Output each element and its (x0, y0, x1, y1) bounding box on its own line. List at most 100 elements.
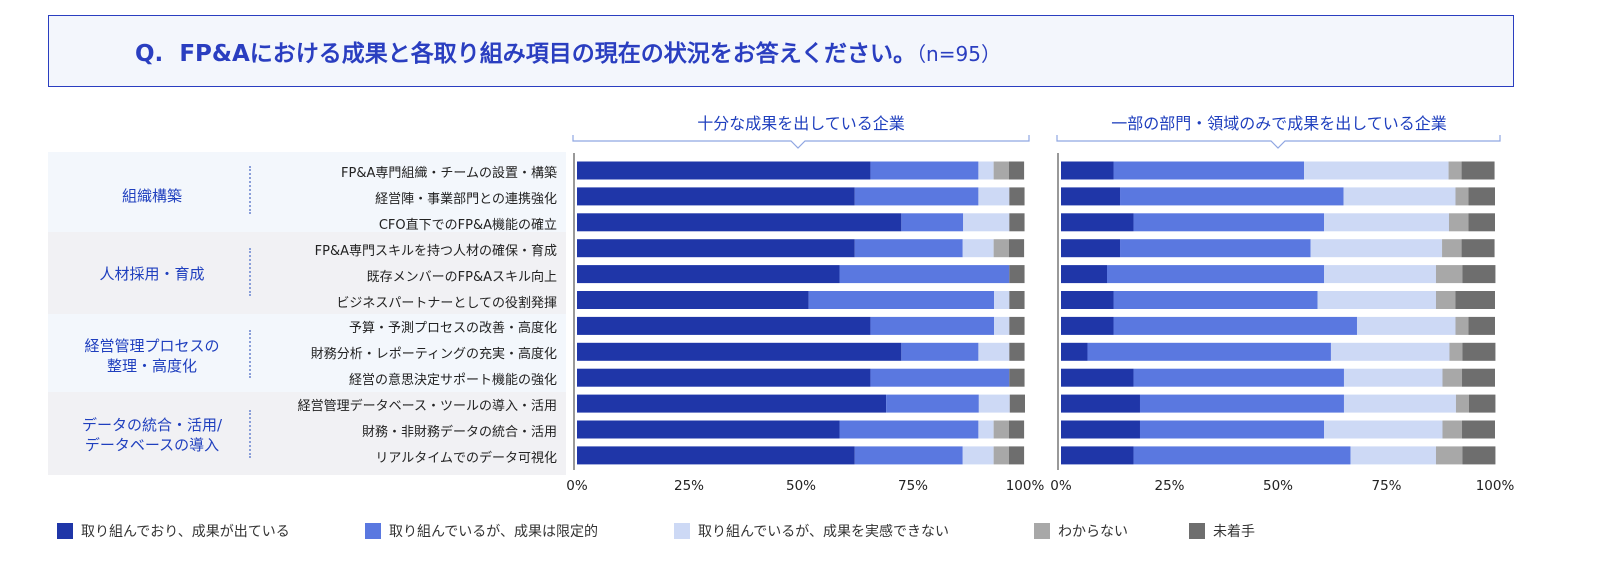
question-box (48, 15, 1514, 87)
bar-segment (1107, 265, 1325, 284)
legend-swatch (57, 523, 73, 539)
x-tick-label: 50% (1263, 478, 1293, 494)
bar-segment (1061, 316, 1114, 335)
bar-segment (1009, 213, 1025, 232)
group-label-line: データの統合・活用/ (81, 416, 223, 434)
row-label: 既存メンバーのFP&Aスキル向上 (366, 269, 557, 285)
bar-segment (1343, 187, 1456, 206)
bar-segment (1324, 265, 1436, 284)
x-tick-label: 75% (1371, 478, 1401, 494)
bar-segment (1120, 239, 1311, 258)
bar-segment (577, 368, 871, 387)
bar-segment (1061, 187, 1121, 206)
panel-title-right: 一部の部門・領域のみで成果を出している企業 (1111, 114, 1447, 133)
bar-segment (854, 446, 963, 465)
bar-segment (978, 394, 1010, 413)
legend-label: 取り組んでおり、成果が出ている (81, 524, 290, 540)
bar-segment (1009, 291, 1025, 309)
bar-segment (577, 420, 840, 439)
bar-segment (1009, 394, 1025, 413)
bar-segment (577, 213, 902, 232)
panel-title-bracket (572, 135, 1030, 149)
bar-segment (1120, 187, 1344, 206)
group-label-line: 経営管理プロセスの (84, 337, 220, 355)
x-tick-label: 75% (898, 478, 928, 494)
group-label-line: 組織構築 (121, 187, 182, 205)
legend-swatch (1034, 523, 1050, 539)
bar-segment (577, 187, 855, 206)
bar-segment (901, 213, 964, 232)
dotted-divider (249, 410, 251, 458)
bar-segment (1448, 161, 1462, 180)
legend-item: 未着手 (1189, 521, 1255, 541)
question-title: Q. FP&Aにおける成果と各取り組み項目の現在の状況をお答えください。（n=9… (135, 34, 1001, 68)
bar-segment (1009, 265, 1025, 284)
bar-segment (1455, 291, 1495, 309)
x-tick-label: 0% (1050, 478, 1072, 494)
legend-label: 取り組んでいるが、成果を実感できない (698, 524, 950, 540)
row-label: ビジネスパートナーとしての役割発揮 (336, 295, 557, 311)
bar-segment (978, 161, 994, 180)
bar-segment (1461, 239, 1495, 258)
bar-segment (870, 161, 979, 180)
bar-segment (1442, 239, 1462, 258)
bar-segment (1317, 291, 1436, 309)
row-label: FP&A専門スキルを持つ人材の確保・育成 (314, 243, 557, 259)
bar-segment (963, 213, 1010, 232)
x-tick-label: 100% (1476, 478, 1515, 494)
bar-segment (1462, 446, 1496, 465)
group-band (48, 314, 566, 392)
bar-segment (994, 316, 1010, 335)
bar-segment (1455, 187, 1469, 206)
x-tick-label: 25% (1154, 478, 1184, 494)
bar-segment (1435, 446, 1463, 465)
bar-segment (870, 368, 1010, 387)
row-label: 予算・予測プロセスの改善・高度化 (348, 321, 557, 337)
bar-segment (1008, 420, 1025, 439)
bar-segment (1139, 420, 1325, 439)
row-label: 経営陣・事業部門との連携強化 (375, 191, 557, 207)
legend-item: 取り組んでいるが、成果を実感できない (674, 521, 949, 541)
bar-segment (1462, 420, 1495, 439)
bar-segment (1061, 291, 1114, 309)
bar-segment (1435, 291, 1456, 309)
bar-segment (1061, 446, 1134, 465)
legend-label: 取り組んでいるが、成果は限定的 (389, 524, 599, 540)
bar-segment (901, 342, 979, 361)
bar-segment (1455, 316, 1469, 335)
bar-segment (1061, 342, 1088, 361)
bar-segment (993, 239, 1009, 258)
bar-segment (993, 420, 1009, 439)
bar-segment (1133, 368, 1344, 387)
bar-segment (1350, 446, 1436, 465)
question-prefix: Q. (135, 41, 164, 67)
bar-segment (993, 161, 1009, 180)
bar-segment (577, 265, 840, 284)
bar-segment (1304, 161, 1449, 180)
bar-segment (1435, 265, 1463, 284)
bar-segment (1061, 420, 1140, 439)
bar-segment (1008, 446, 1025, 465)
bar-segment (1009, 187, 1025, 206)
bar-segment (1461, 161, 1495, 180)
dotted-divider (249, 330, 251, 378)
dotted-divider (249, 248, 251, 296)
bar-segment (1009, 368, 1025, 387)
bar-segment (1343, 394, 1456, 413)
bar-segment (1113, 316, 1357, 335)
bar-segment (839, 420, 979, 439)
row-label: 経営管理データベース・ツールの導入・活用 (297, 399, 557, 415)
bar-segment (1133, 446, 1351, 465)
bar-segment (1061, 394, 1140, 413)
x-tick-label: 25% (674, 478, 704, 494)
bar-segment (1061, 213, 1134, 232)
bar-segment (1468, 316, 1495, 335)
bar-segment (1008, 239, 1025, 258)
group-label-data: データの統合・活用/ データベースの導入 (62, 415, 242, 455)
bar-segment (1087, 342, 1331, 361)
bar-segment (1455, 394, 1469, 413)
row-label: FP&A専門組織・チームの設置・構築 (341, 166, 557, 181)
bar-segment (1324, 213, 1449, 232)
legend-swatch (1189, 523, 1205, 539)
